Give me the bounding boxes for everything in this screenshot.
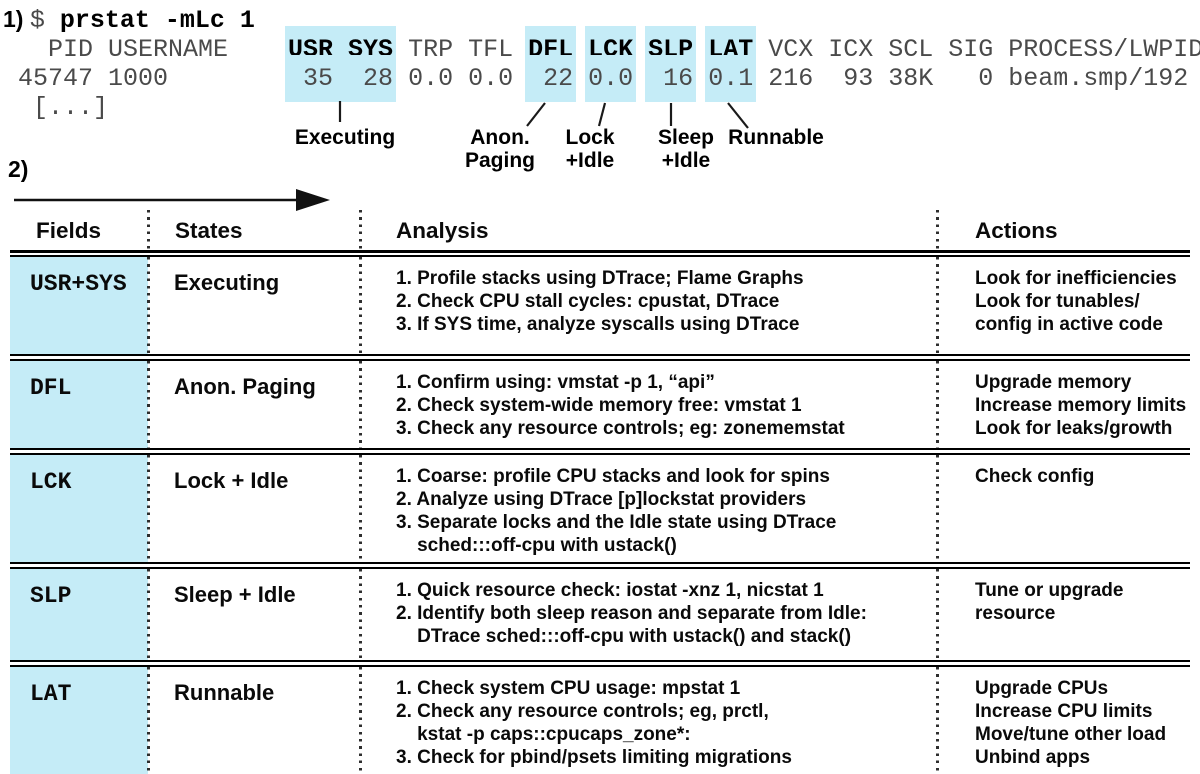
column-divider <box>936 361 939 448</box>
step-1-label: 1) <box>3 6 30 32</box>
column-divider <box>936 667 939 774</box>
header-space <box>573 35 588 64</box>
column-divider <box>936 210 939 250</box>
terminal-output: 1) $ prstat -mLc 1 PID USERNAME USR SYS … <box>0 0 1200 122</box>
analysis-cell: 1. Quick resource check: iostat -xnz 1, … <box>396 580 867 647</box>
column-divider <box>359 455 362 562</box>
state-cell: Lock + Idle <box>174 468 289 493</box>
label-sleep-idle: Sleep +Idle <box>657 126 715 172</box>
analysis-cell: 1. Profile stacks using DTrace; Flame Gr… <box>396 268 804 335</box>
table-row-slp: SLP Sleep + Idle 1. Quick resource check… <box>10 567 1190 662</box>
values-left-columns: 45747 1000 <box>3 64 289 93</box>
methodology-table: Fields States Analysis Actions USR+SYS E… <box>10 210 1190 774</box>
label-anon-paging: Anon. Paging <box>464 126 536 172</box>
label-lock-idle: Lock +Idle <box>565 126 615 172</box>
actions-cell: Upgrade CPUs Increase CPU limits Move/tu… <box>975 678 1167 768</box>
label-executing: Executing <box>294 126 396 149</box>
field-cell: SLP <box>30 583 72 609</box>
column-divider <box>147 667 150 774</box>
column-header-states: States <box>175 218 243 243</box>
state-cell: Anon. Paging <box>174 374 316 399</box>
field-highlight-bg <box>10 361 148 448</box>
column-divider <box>147 257 150 354</box>
state-cell: Runnable <box>174 680 275 705</box>
values-slp-highlight: 16 <box>648 58 694 99</box>
field-cell: LCK <box>30 469 72 495</box>
prstat-command: prstat -mLc 1 <box>59 6 255 35</box>
values-lck-highlight: 0.0 <box>588 58 634 99</box>
values-space <box>693 64 708 93</box>
column-divider <box>147 210 150 250</box>
analysis-cell: 1. Check system CPU usage: mpstat 1 2. C… <box>396 678 792 768</box>
column-divider <box>147 361 150 448</box>
column-header-fields: Fields <box>36 218 102 243</box>
field-highlight-bg <box>10 257 148 354</box>
label-runnable: Runnable <box>728 126 824 149</box>
table-row-dfl: DFL Anon. Paging 1. Confirm using: vmsta… <box>10 359 1190 450</box>
table-row-lck: LCK Lock + Idle 1. Coarse: profile CPU s… <box>10 453 1190 564</box>
header-left-columns: PID USERNAME <box>3 35 289 64</box>
values-usr-sys-highlight: 35 28 <box>288 58 394 99</box>
field-highlight-bg <box>10 667 148 774</box>
values-right-columns: 216 93 38K 0 beam.smp/192 <box>753 64 1189 93</box>
actions-cell: Look for inefficiencies Look for tunable… <box>975 268 1177 335</box>
shell-prompt: $ <box>29 6 60 35</box>
field-highlight-bg <box>10 455 148 562</box>
column-header-analysis: Analysis <box>396 218 489 243</box>
column-divider <box>936 455 939 562</box>
column-divider <box>359 361 362 448</box>
actions-cell: Upgrade memory Increase memory limits Lo… <box>975 372 1187 439</box>
field-cell: LAT <box>30 681 72 707</box>
values-space <box>573 64 588 93</box>
field-cell: DFL <box>30 375 72 401</box>
step-2-arrow-head <box>296 189 330 211</box>
analysis-cell: 1. Confirm using: vmstat -p 1, “api” 2. … <box>396 372 845 439</box>
header-trp-tfl: TRP TFL <box>393 35 529 64</box>
table-row-lat: LAT Runnable 1. Check system CPU usage: … <box>10 665 1190 774</box>
prstat-values-line: 45747 1000 35 28 0.0 0.0 22 0.0 16 0.1 2… <box>3 58 1200 99</box>
state-cell: Sleep + Idle <box>174 582 296 607</box>
column-header-actions: Actions <box>975 218 1058 243</box>
header-space <box>633 35 648 64</box>
column-divider <box>359 569 362 660</box>
analysis-cell: 1. Coarse: profile CPU stacks and look f… <box>396 466 837 556</box>
column-divider <box>936 257 939 354</box>
ellipsis-text: [...] <box>3 93 109 122</box>
table-row-usr-sys: USR+SYS Executing 1. Profile stacks usin… <box>10 255 1190 356</box>
step-2-label: 2) <box>8 156 29 182</box>
actions-cell: Check config <box>975 466 1095 487</box>
values-space <box>633 64 648 93</box>
column-divider <box>147 569 150 660</box>
state-cell: Executing <box>174 270 280 295</box>
prompt-line: 1) $ prstat -mLc 1 <box>3 5 1200 35</box>
values-trp-tfl: 0.0 0.0 <box>393 64 529 93</box>
header-right-columns: VCX ICX SCL SIG PROCESS/LWPID <box>753 35 1200 64</box>
column-divider <box>359 257 362 354</box>
header-space <box>693 35 708 64</box>
column-divider <box>147 455 150 562</box>
table-header-row: Fields States Analysis Actions <box>10 210 1190 253</box>
field-cell: USR+SYS <box>30 271 127 297</box>
values-dfl-highlight: 22 <box>528 58 574 99</box>
actions-cell: Tune or upgrade resource <box>975 580 1124 624</box>
column-divider <box>359 667 362 774</box>
field-highlight-bg <box>10 569 148 660</box>
values-lat-highlight: 0.1 <box>708 58 754 99</box>
column-divider <box>936 569 939 660</box>
column-divider <box>359 210 362 250</box>
ellipsis-line: [...] <box>3 93 1200 122</box>
